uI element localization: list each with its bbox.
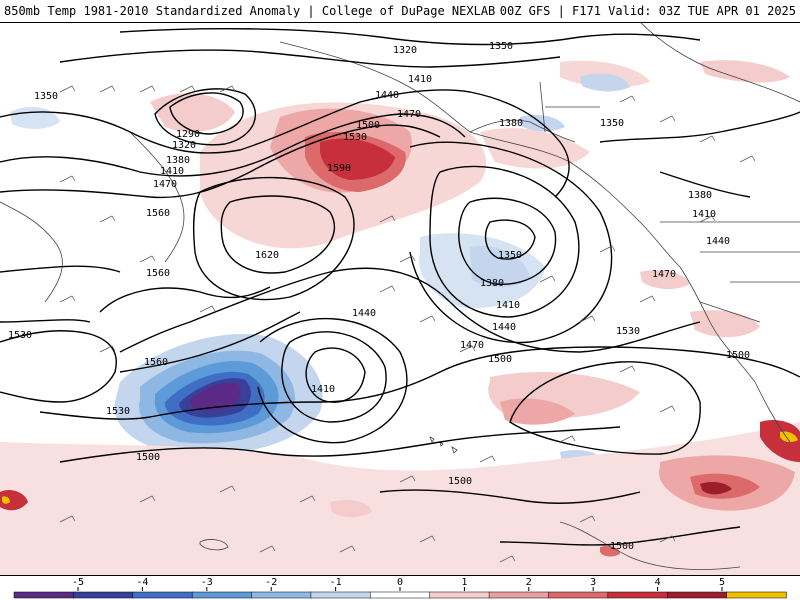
colorbar-tick-label: -1 <box>330 577 342 588</box>
contour-label: 1560 <box>146 208 170 219</box>
contour-label: 1530 <box>616 326 640 337</box>
colorbar-legend: -5 -4 -3 -2 -1 0 1 2 3 4 5 <box>0 575 800 600</box>
contour-label: 1380 <box>688 190 712 201</box>
colorbar-tick-label: 2 <box>526 577 532 588</box>
contour-label: 1350 <box>498 250 522 261</box>
colorbar-segment <box>13 591 75 599</box>
contour-label: 1410 <box>311 384 335 395</box>
colorbar-segment <box>251 591 312 599</box>
contour-label: 1470 <box>652 269 676 280</box>
colorbar-segment <box>370 591 431 599</box>
contour-label: 1530 <box>8 330 32 341</box>
contour-label: 1410 <box>692 209 716 220</box>
contour-label: 1590 <box>327 163 351 174</box>
coastlines <box>0 22 800 570</box>
contour-label: 1620 <box>255 250 279 261</box>
run-valid-info: 00Z GFS | F171 Valid: 03Z TUE APR 01 202… <box>499 4 796 18</box>
contour-label: 1440 <box>706 236 730 247</box>
colorbar-tick-label: -2 <box>265 577 277 588</box>
contour-label: 1530 <box>343 132 367 143</box>
contour-label: 1440 <box>352 308 376 319</box>
colorbar-tick-label: 3 <box>590 577 596 588</box>
contour-label: 1380 <box>166 155 190 166</box>
contour-label: 1320 <box>172 140 196 151</box>
colorbar-segment <box>310 591 372 599</box>
contour-label: 1500 <box>610 541 634 552</box>
colorbar-tick-label: 4 <box>655 577 661 588</box>
wind-barbs <box>59 85 756 563</box>
contour-labels: 1320 1350 1410 1440 1470 1500 1530 1590 … <box>8 41 750 552</box>
colorbar-segment <box>666 591 728 599</box>
contour-label: 1500 <box>726 350 750 361</box>
contour-label: 1470 <box>460 340 484 351</box>
contour-label: 1410 <box>496 300 520 311</box>
contour-label: 1290 <box>176 129 200 140</box>
contour-label: 1530 <box>106 406 130 417</box>
contour-label: 1350 <box>489 41 513 52</box>
contour-label: 1500 <box>448 476 472 487</box>
contour-label: 1560 <box>144 357 168 368</box>
contour-label: 1470 <box>397 109 421 120</box>
contour-label: 1350 <box>34 91 58 102</box>
colorbar-tick-label: -3 <box>201 577 213 588</box>
colorbar-segment <box>726 591 787 599</box>
contour-label: 1470 <box>153 179 177 190</box>
contour-label: 1500 <box>488 354 512 365</box>
anomaly-map: 1320 1350 1410 1440 1470 1500 1530 1590 … <box>0 22 800 575</box>
colorbar-tick-label: 0 <box>397 577 403 588</box>
colorbar-tick-label: -5 <box>72 577 84 588</box>
product-title: 850mb Temp 1981-2010 Standardized Anomal… <box>4 4 496 18</box>
contour-label: 1500 <box>356 120 380 131</box>
colorbar-segment <box>73 591 134 599</box>
map-header: 850mb Temp 1981-2010 Standardized Anomal… <box>0 0 800 23</box>
contour-label: 1380 <box>499 118 523 129</box>
height-contours <box>0 28 800 546</box>
colorbar-segment <box>132 591 193 599</box>
contour-label: 1380 <box>480 278 504 289</box>
colorbar-segment <box>488 591 550 599</box>
contour-label: 1410 <box>160 166 184 177</box>
colorbar-segment <box>191 591 253 599</box>
colorbar-tick-label: 5 <box>719 577 725 588</box>
colorbar-segment <box>607 591 668 599</box>
colorbar-tick-label: -4 <box>136 577 148 588</box>
contour-label: 1500 <box>136 452 160 463</box>
contour-label: 1560 <box>146 268 170 279</box>
contour-label: 1440 <box>492 322 516 333</box>
colorbar-tick-label: 1 <box>461 577 467 588</box>
contour-label: 1410 <box>408 74 432 85</box>
colorbar-segment <box>548 591 609 599</box>
colorbar-segment <box>429 591 490 599</box>
contour-label: 1440 <box>375 90 399 101</box>
contour-label: 1320 <box>393 45 417 56</box>
contour-label: 1350 <box>600 118 624 129</box>
